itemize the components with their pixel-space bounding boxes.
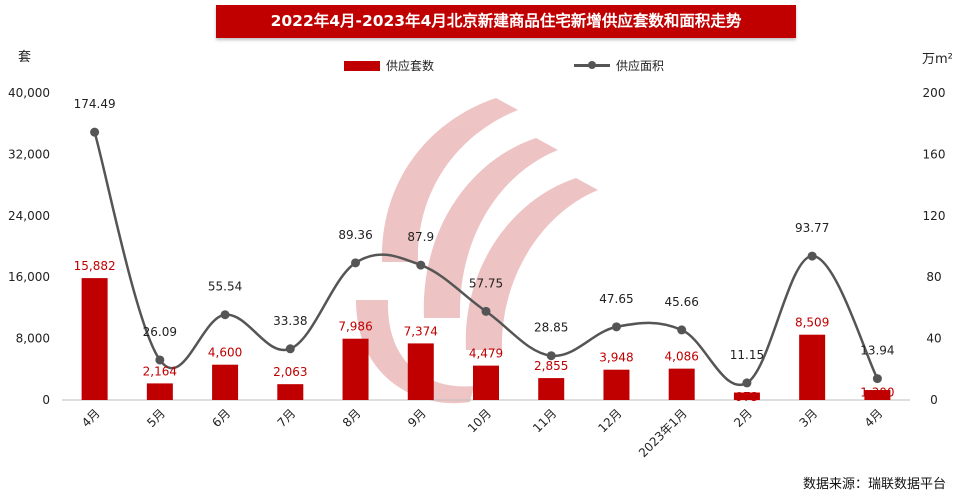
y-left-tick-label: 8,000 <box>16 332 50 346</box>
x-tick-label: 12月 <box>595 406 624 435</box>
area-value-label: 28.85 <box>534 321 568 335</box>
legend-line-swatch <box>574 61 610 69</box>
x-tick-label: 3月 <box>796 406 820 430</box>
bar-value-label: 7,986 <box>338 320 372 334</box>
area-point <box>416 260 426 270</box>
x-tick-label: 5月 <box>144 406 168 430</box>
x-tick-label: 9月 <box>405 406 429 430</box>
legend-item-line: 供应面积 <box>574 57 664 74</box>
area-point <box>611 322 621 332</box>
y-right-tick-label: 120 <box>923 209 946 223</box>
bar-value-label: 2,063 <box>273 365 307 379</box>
bar <box>603 369 630 400</box>
legend-item-bar: 供应套数 <box>344 57 434 74</box>
area-point <box>742 378 752 388</box>
y-right-tick-label: 80 <box>926 270 941 284</box>
area-point <box>351 258 361 268</box>
y-right-tick-label: 160 <box>923 147 946 161</box>
area-value-label: 45.66 <box>665 295 699 309</box>
bar <box>212 364 239 400</box>
x-tick-label: 4月 <box>862 406 886 430</box>
bar-value-label: 15,882 <box>74 259 116 273</box>
area-point <box>90 127 100 137</box>
area-point <box>872 374 882 384</box>
bar <box>277 384 304 400</box>
bar <box>799 334 826 400</box>
y-right-tick-label: 0 <box>930 393 938 407</box>
area-value-label: 87.9 <box>407 230 434 244</box>
x-tick-label: 2023年1月 <box>636 406 690 460</box>
bar-value-label: 8,509 <box>795 316 829 330</box>
bar <box>864 390 891 400</box>
bar <box>407 343 434 400</box>
chart-title: 2022年4月-2023年4月北京新建商品住宅新增供应套数和面积走势 <box>216 5 796 38</box>
area-point <box>481 306 491 316</box>
area-value-label: 47.65 <box>599 292 633 306</box>
bar-value-label: 1,300 <box>860 386 894 400</box>
bar-value-label: 4,086 <box>665 350 699 364</box>
area-value-label: 26.09 <box>143 325 177 339</box>
x-tick-label: 6月 <box>209 406 233 430</box>
x-tick-label: 2月 <box>731 406 755 430</box>
area-value-label: 55.54 <box>208 280 242 294</box>
bar <box>668 368 695 400</box>
area-value-label: 93.77 <box>795 221 829 235</box>
area-point <box>220 310 230 320</box>
bar <box>733 392 760 400</box>
y-left-tick-label: 16,000 <box>8 270 50 284</box>
area-value-label: 174.49 <box>74 97 116 111</box>
area-point <box>546 351 556 361</box>
area-point <box>285 344 295 354</box>
x-tick-label: 8月 <box>340 406 364 430</box>
area-value-label: 13.94 <box>860 344 894 358</box>
bar <box>342 338 369 400</box>
data-source: 数据来源：瑞联数据平台 <box>802 477 946 492</box>
y-right-tick-label: 40 <box>926 332 941 346</box>
bar-value-label: 2,164 <box>143 364 177 378</box>
legend-bar-label: 供应套数 <box>386 59 435 73</box>
right-axis-unit: 万m² <box>922 52 953 67</box>
bar-value-label: 2,855 <box>534 359 568 373</box>
legend-bar-swatch <box>344 60 380 71</box>
x-tick-label: 7月 <box>275 406 299 430</box>
y-left-tick-label: 24,000 <box>8 209 50 223</box>
bar-value-label: 973 <box>735 390 758 404</box>
bar-value-label: 4,600 <box>208 346 242 360</box>
area-point <box>677 325 687 335</box>
legend-line-label: 供应面积 <box>616 59 665 73</box>
y-left-tick-label: 32,000 <box>8 147 50 161</box>
area-value-label: 11.15 <box>730 348 764 362</box>
bar <box>81 278 108 400</box>
x-tick-label: 10月 <box>465 406 494 435</box>
x-tick-label: 11月 <box>530 406 559 435</box>
y-right-tick-label: 200 <box>923 86 946 100</box>
bar <box>146 383 173 400</box>
area-point <box>155 355 165 365</box>
bar-value-label: 7,374 <box>404 324 438 338</box>
area-value-label: 33.38 <box>273 314 307 328</box>
y-left-tick-label: 40,000 <box>8 86 50 100</box>
ruilian-logo-icon <box>356 98 598 404</box>
bar-value-label: 4,479 <box>469 347 503 361</box>
left-axis-unit: 套 <box>18 50 32 65</box>
area-value-label: 57.75 <box>469 276 503 290</box>
bar-value-label: 3,948 <box>599 351 633 365</box>
x-tick-label: 4月 <box>79 406 103 430</box>
bar <box>473 365 499 400</box>
area-point <box>807 251 817 261</box>
area-value-label: 89.36 <box>338 228 372 242</box>
y-left-tick-label: 0 <box>42 393 50 407</box>
bar <box>538 378 565 400</box>
